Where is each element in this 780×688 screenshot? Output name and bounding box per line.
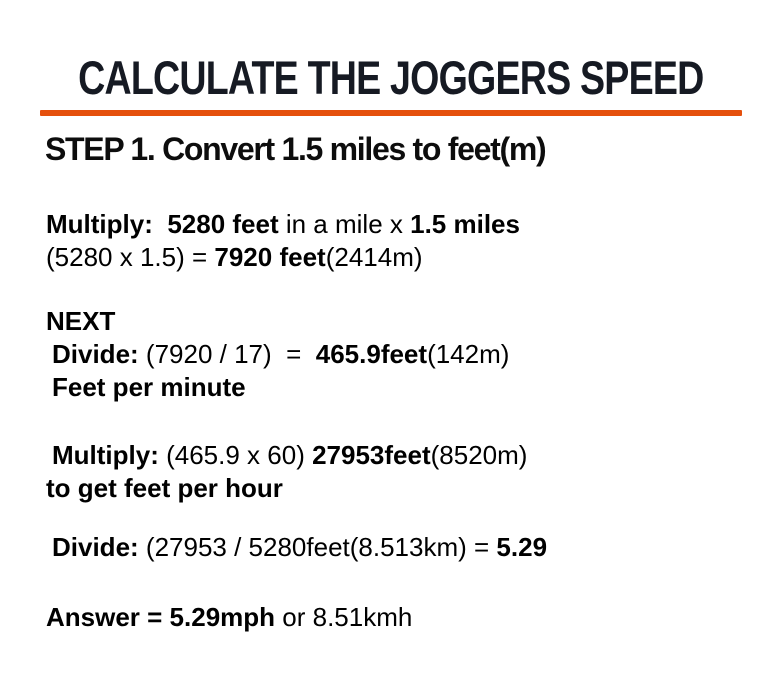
text-segment: (5280 x 1.5) = <box>46 242 215 272</box>
text-segment: Multiply: 5280 feet <box>46 209 279 239</box>
text-segment: 465.9feet <box>315 339 428 369</box>
text-segment: (7920 / 17) = <box>138 339 316 369</box>
text-segment: Divide: <box>52 339 139 369</box>
text-line: Multiply: 5280 feet in a mile x 1.5 mile… <box>46 208 766 241</box>
step-heading: STEP 1. Convert 1.5 miles to feet(m) <box>45 131 547 167</box>
page-title: CALCULATE THE JOGGERS SPEED <box>0 54 780 101</box>
text-segment: 27953feet <box>312 440 431 470</box>
text-line: Divide: (27953 / 5280feet(8.513km) = 5.2… <box>46 531 766 564</box>
text-segment: 5.29 <box>496 532 548 562</box>
text-segment: Feet per minute <box>52 372 246 402</box>
text-segment: Answer = 5.29mph <box>46 602 276 632</box>
text-segment: (27953 / 5280feet(8.513km) = <box>138 532 497 562</box>
accent-divider <box>40 110 742 116</box>
text-line: Multiply: (465.9 x 60) 27953feet(8520m) <box>46 439 766 472</box>
text-segment: (142m) <box>427 339 510 369</box>
text-segment: 7920 feet <box>214 242 326 272</box>
text-segment: in a mile x <box>278 209 411 239</box>
text-segment: to get feet per hour <box>46 473 283 503</box>
text-line: Divide: (7920 / 17) = 465.9feet(142m) <box>46 338 766 371</box>
text-segment: Multiply: <box>52 440 159 470</box>
text-segment: (465.9 x 60) <box>158 440 313 470</box>
text-segment: Divide: <box>52 532 139 562</box>
text-line: NEXT <box>46 305 766 338</box>
text-line: to get feet per hour <box>46 472 766 505</box>
text-segment: NEXT <box>46 306 116 336</box>
text-line: (5280 x 1.5) = 7920 feet(2414m) <box>46 241 766 274</box>
text-line: Feet per minute <box>46 371 766 404</box>
text-segment: or 8.51kmh <box>275 602 413 632</box>
text-segment: 1.5 miles <box>410 209 520 239</box>
text-line: Answer = 5.29mph or 8.51kmh <box>46 601 766 634</box>
text-segment: (2414m) <box>325 242 423 272</box>
body-content: Multiply: 5280 feet in a mile x 1.5 mile… <box>46 208 766 634</box>
text-segment: (8520m) <box>430 440 528 470</box>
page-title-text: CALCULATE THE JOGGERS SPEED <box>78 51 704 104</box>
